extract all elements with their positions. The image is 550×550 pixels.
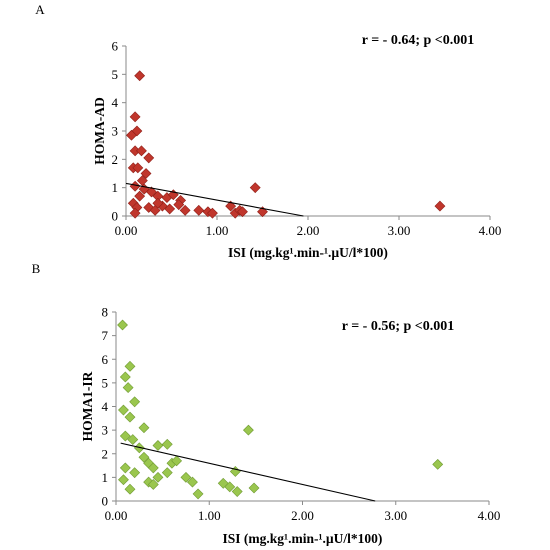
data-point — [179, 204, 191, 216]
x-axis-title: ISI (mg.kg¹.min-¹.µU/l*100) — [228, 245, 388, 260]
y-tick-label: 0 — [102, 494, 109, 509]
data-point — [193, 204, 205, 216]
data-point — [119, 462, 131, 474]
correlation-annotation: r = - 0.56; p <0.001 — [342, 319, 455, 334]
y-tick-label: 6 — [112, 39, 119, 54]
y-tick-label: 3 — [112, 124, 119, 139]
trend-line — [125, 182, 304, 217]
data-point — [138, 451, 150, 463]
y-tick-label: 1 — [102, 470, 109, 485]
x-tick-label: 3.00 — [384, 508, 407, 523]
y-tick-label: 6 — [102, 352, 109, 367]
data-point — [146, 186, 157, 198]
x-tick-label: 1.00 — [198, 508, 221, 523]
data-point — [118, 404, 129, 416]
data-point — [249, 182, 261, 194]
x-tick-label: 1.00 — [206, 223, 229, 238]
data-point — [118, 474, 129, 486]
x-tick-label: 4.00 — [479, 223, 502, 238]
y-tick-label: 7 — [102, 328, 109, 343]
data-point — [434, 200, 446, 212]
data-point — [147, 462, 159, 474]
data-point — [119, 371, 131, 383]
data-point — [187, 476, 198, 488]
data-point — [152, 197, 164, 209]
data-point — [124, 360, 136, 372]
data-point — [207, 207, 218, 219]
data-point — [242, 424, 254, 436]
x-tick-label: 0.00 — [115, 223, 138, 238]
y-tick-label: 0 — [112, 209, 119, 224]
data-point — [147, 479, 159, 490]
y-tick-label: 4 — [102, 399, 109, 414]
y-axis-title: HOMA-AD — [92, 97, 107, 165]
y-tick-label: 2 — [102, 446, 109, 461]
panel-b: B 0 1 2 3 4 5 6 7 8 0.00 1.00 2.00 3.00 4.00 r = - 0.56… — [32, 261, 501, 546]
data-point — [161, 467, 173, 479]
panel-label: A — [35, 2, 45, 17]
x-tick-label: 4.00 — [478, 508, 501, 523]
data-point — [119, 430, 131, 442]
data-point — [136, 145, 147, 157]
y-tick-label: 2 — [112, 152, 119, 167]
data-point — [138, 422, 150, 434]
data-point — [134, 70, 146, 82]
panel-a: A 0 1 2 3 4 5 6 0.00 1.00 2.00 3.00 4.00 r = - 0.64; … — [35, 2, 501, 260]
data-point — [134, 190, 146, 202]
data-point — [224, 481, 236, 493]
data-point — [126, 129, 137, 141]
correlation-annotation: r = - 0.64; p <0.001 — [362, 33, 475, 48]
x-tick-label: 3.00 — [388, 223, 411, 238]
x-tick-label: 0.00 — [105, 508, 128, 523]
data-point — [237, 206, 248, 218]
x-tick-label: 2.00 — [297, 223, 320, 238]
data-point — [180, 471, 192, 483]
panel-label: B — [32, 261, 41, 276]
data-point — [129, 111, 141, 123]
data-point — [192, 488, 204, 500]
y-tick-label: 1 — [112, 180, 119, 195]
y-tick-label: 5 — [112, 67, 119, 82]
x-axis-title: ISI (mg.kg¹.min-¹.µU/l*100) — [223, 531, 383, 546]
data-point — [122, 382, 134, 394]
y-tick-label: 3 — [102, 423, 109, 438]
data-point — [164, 203, 176, 215]
data-point — [140, 168, 152, 179]
data-point — [124, 411, 136, 423]
data-point — [117, 319, 128, 331]
data-point — [161, 438, 173, 450]
data-point — [231, 486, 243, 497]
data-point — [248, 482, 260, 494]
data-point — [173, 199, 185, 211]
data-point — [132, 162, 144, 174]
data-point — [432, 458, 444, 470]
data-point — [129, 207, 141, 219]
data-point — [129, 396, 141, 408]
data-point — [152, 440, 164, 451]
x-tick-label: 2.00 — [291, 508, 314, 523]
trend-line — [120, 442, 376, 502]
data-point — [124, 483, 136, 495]
data-point — [171, 455, 183, 467]
data-point — [127, 434, 139, 445]
data-point — [129, 467, 141, 479]
y-tick-label: 4 — [112, 95, 119, 110]
data-point — [143, 152, 155, 164]
y-tick-label: 5 — [102, 375, 109, 390]
y-axis-title: HOMA1-IR — [80, 371, 95, 441]
data-point — [152, 471, 164, 483]
y-tick-label: 8 — [102, 305, 109, 320]
